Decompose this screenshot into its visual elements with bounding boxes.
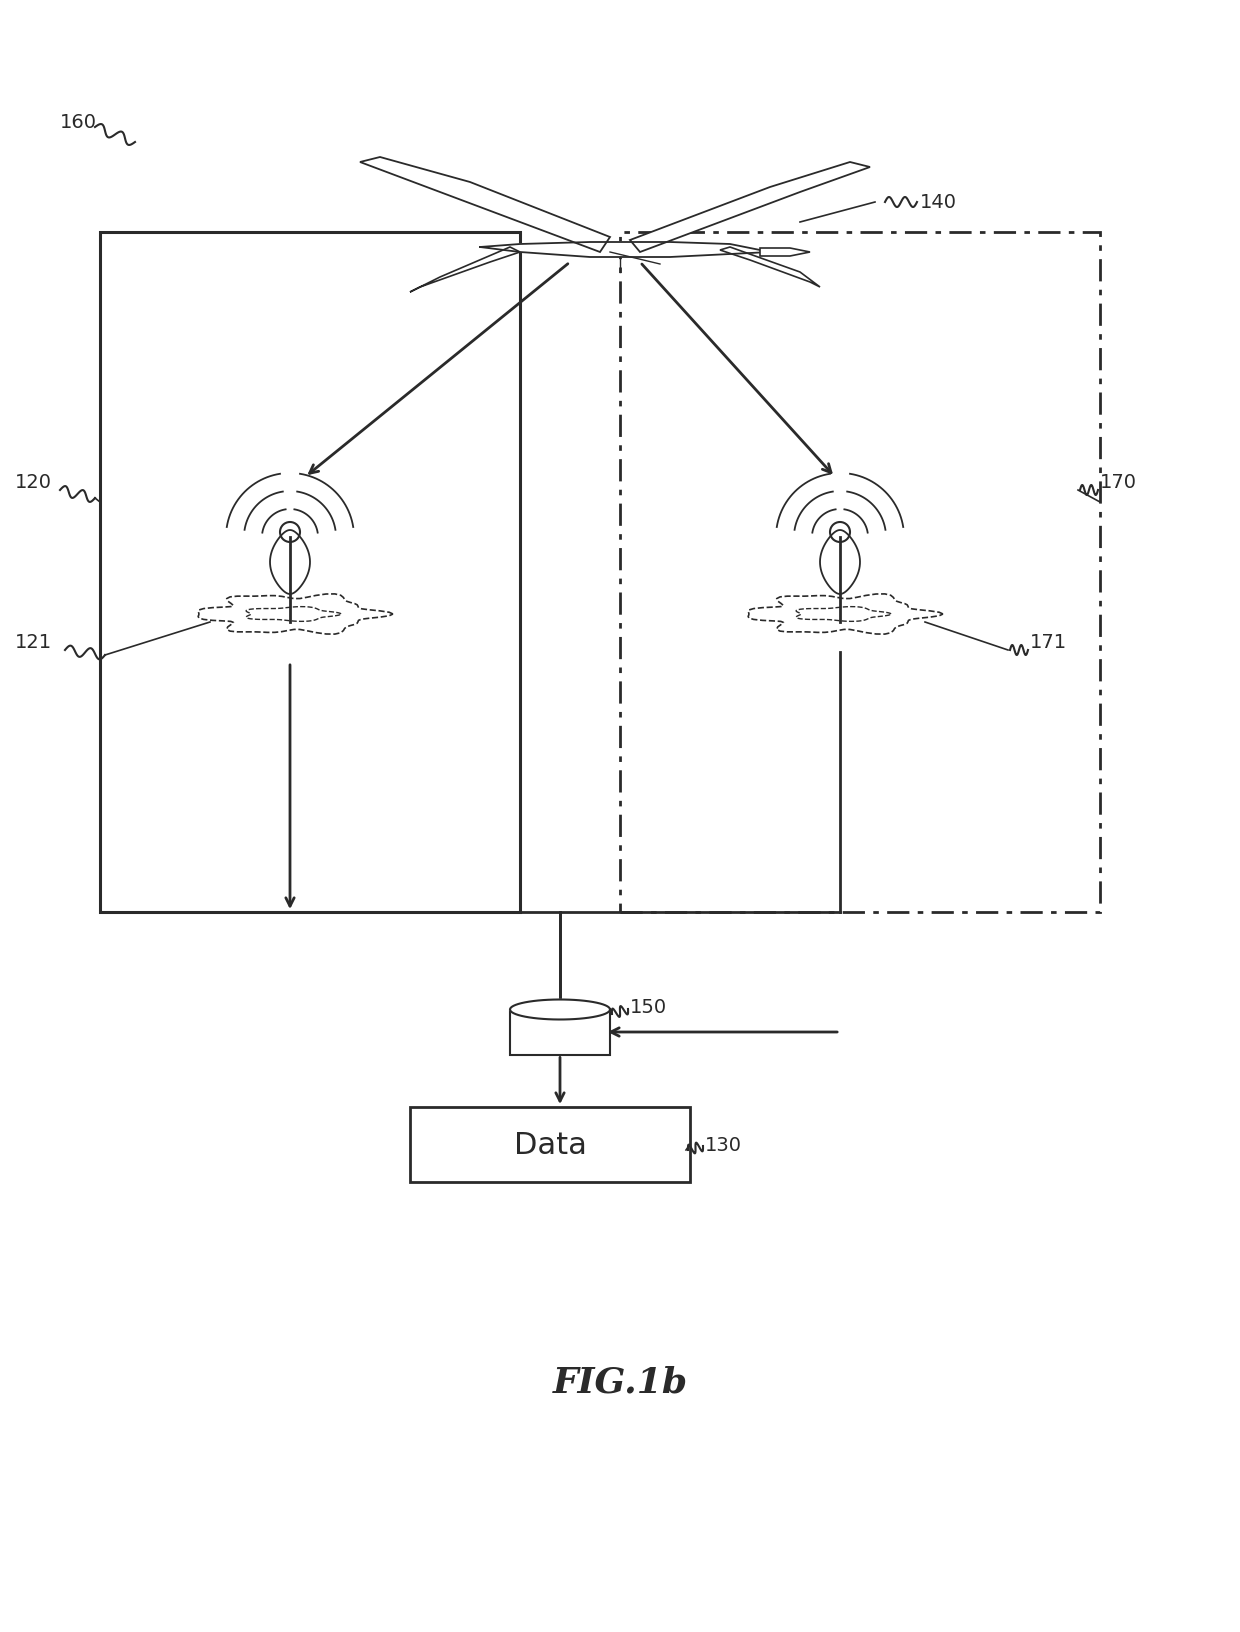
Text: 120: 120 — [15, 473, 52, 493]
Polygon shape — [720, 248, 820, 287]
Text: 170: 170 — [1100, 473, 1137, 493]
Polygon shape — [270, 530, 310, 594]
Polygon shape — [760, 248, 810, 256]
Text: 130: 130 — [706, 1136, 742, 1155]
Polygon shape — [480, 243, 770, 258]
Polygon shape — [410, 248, 520, 292]
Text: 150: 150 — [630, 997, 667, 1017]
Polygon shape — [820, 530, 861, 594]
Bar — [410, 1108, 689, 1182]
Polygon shape — [630, 163, 870, 253]
Text: 121: 121 — [15, 633, 52, 653]
Polygon shape — [510, 1000, 610, 1020]
Text: 160: 160 — [60, 114, 97, 132]
Bar — [100, 233, 520, 912]
Text: 171: 171 — [1030, 633, 1068, 653]
Bar — [510, 1010, 610, 1054]
Text: FIG.1b: FIG.1b — [553, 1364, 687, 1399]
Text: 140: 140 — [920, 193, 957, 212]
Bar — [620, 233, 1100, 912]
Text: Data: Data — [513, 1131, 587, 1159]
Polygon shape — [360, 158, 610, 253]
